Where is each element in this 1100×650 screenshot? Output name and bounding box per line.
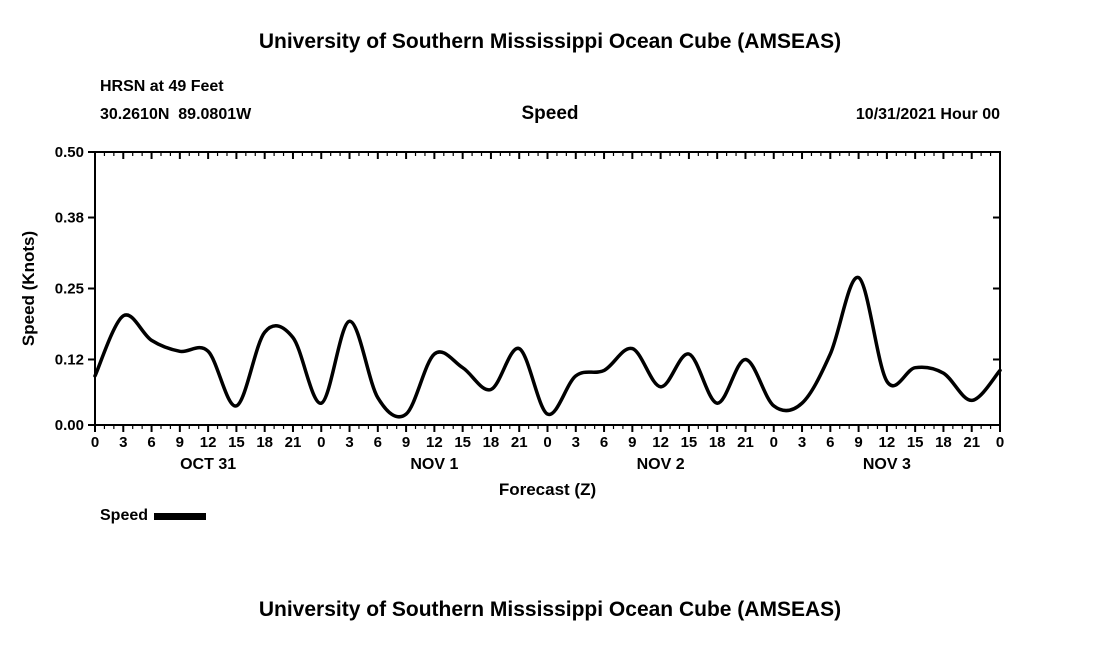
footer-title: University of Southern Mississippi Ocean… — [258, 598, 842, 621]
x-tick-label: 21 — [963, 434, 980, 451]
panel-label: Speed — [521, 103, 579, 124]
x-tick-label: 12 — [200, 434, 217, 451]
x-tick-label: 15 — [454, 434, 471, 451]
x-tick-label: 21 — [511, 434, 528, 451]
x-tick-label: 12 — [879, 434, 896, 451]
y-tick-label: 0.25 — [55, 281, 84, 298]
legend-line-swatch — [154, 512, 207, 520]
x-tick-label: 18 — [483, 434, 500, 451]
x-tick-label: 3 — [572, 434, 580, 451]
day-label: OCT 31 — [180, 456, 236, 473]
x-tick-label: 21 — [285, 434, 302, 451]
x-tick-label: 12 — [652, 434, 669, 451]
y-tick-label: 0.50 — [55, 144, 84, 161]
x-tick-label: 0 — [317, 434, 325, 451]
x-tick-label: 0 — [996, 434, 1004, 451]
x-tick-label: 9 — [176, 434, 184, 451]
y-tick-label: 0.38 — [55, 210, 84, 227]
x-tick-label: 21 — [737, 434, 754, 451]
x-tick-label: 6 — [374, 434, 382, 451]
page-title: University of Southern Mississippi Ocean… — [258, 30, 842, 53]
legend-label: Speed — [100, 507, 149, 524]
speed-chart: 0.00 0.12 0.25 0.38 0.50 0 3 6 9 12 15 18 21 0 3 6 9 12 15… — [0, 140, 1100, 505]
x-tick-label: 15 — [681, 434, 698, 451]
x-tick-label: 12 — [426, 434, 443, 451]
y-axis-title: Speed (Knots) — [19, 231, 38, 346]
speed-chart-canvas: 0.00 0.12 0.25 0.38 0.50 0 3 6 9 12 15 18 21 0 3 6 9 12 15… — [19, 144, 1004, 499]
x-tick-label: 6 — [600, 434, 608, 451]
y-tick-label: 0.00 — [55, 417, 84, 434]
x-tick-label: 15 — [228, 434, 245, 451]
x-tick-label: 3 — [798, 434, 806, 451]
x-tick-label: 0 — [91, 434, 99, 451]
coordinates-label: 30.2610N 89.0801W — [100, 106, 252, 123]
x-tick-label: 0 — [543, 434, 551, 451]
y-tick-label: 0.12 — [55, 351, 84, 368]
x-tick-label: 18 — [256, 434, 273, 451]
run-datetime-label: 10/31/2021 Hour 00 — [855, 106, 1000, 123]
x-tick-label: 18 — [709, 434, 726, 451]
x-tick-label: 6 — [147, 434, 155, 451]
x-tick-label: 0 — [770, 434, 778, 451]
x-tick-label: 9 — [854, 434, 862, 451]
x-tick-label: 15 — [907, 434, 924, 451]
day-label: NOV 3 — [863, 456, 911, 473]
station-label: HRSN at 49 Feet — [100, 78, 224, 95]
x-tick-label: 3 — [119, 434, 127, 451]
day-label: NOV 1 — [410, 456, 458, 473]
x-tick-label: 3 — [345, 434, 353, 451]
x-tick-label: 9 — [402, 434, 410, 451]
day-label: NOV 2 — [637, 456, 685, 473]
chart-legend: Speed — [100, 506, 207, 526]
x-axis-title: Forecast (Z) — [499, 480, 596, 499]
speed-series-line — [93, 275, 1002, 419]
x-tick-label: 6 — [826, 434, 834, 451]
x-tick-label: 9 — [628, 434, 636, 451]
x-tick-label: 18 — [935, 434, 952, 451]
